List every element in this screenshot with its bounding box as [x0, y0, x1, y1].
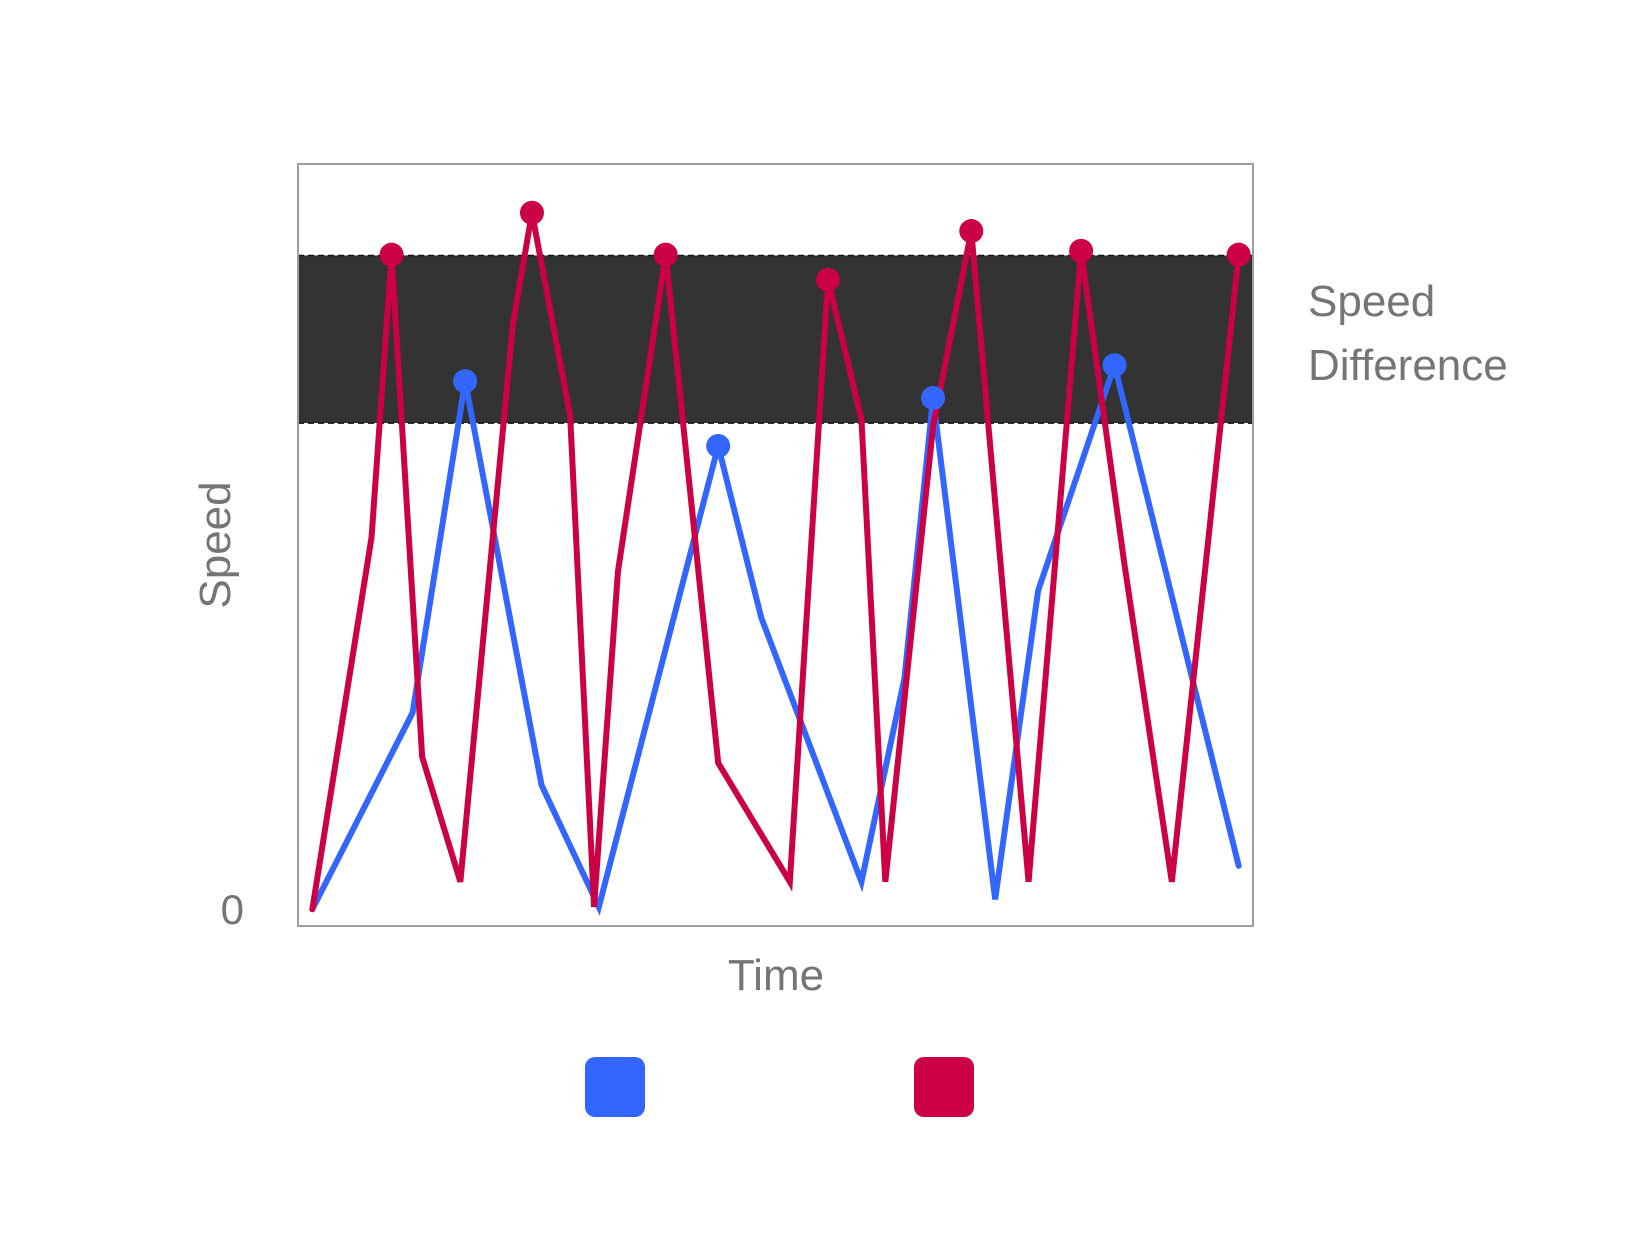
series-line-blue: [309, 354, 1242, 916]
speed-difference-band: [298, 255, 1253, 424]
series-red-peak-point-5: [959, 219, 984, 244]
legend-swatch-red: [914, 1057, 974, 1117]
y-tick-label-zero: 0: [221, 886, 244, 933]
series-red-peak-point-7: [1226, 242, 1251, 267]
series-blue-peak-point-4: [1102, 353, 1127, 378]
series-red-peak-point-1: [379, 242, 404, 267]
series-line-red: [309, 212, 1242, 913]
band-label-line2: Difference: [1308, 341, 1508, 390]
series-layer: [309, 200, 1251, 916]
series-red-peak-point-3: [653, 242, 678, 267]
series-blue-peak-point-2: [706, 433, 731, 458]
speed-difference-band-layer: [298, 254, 1253, 424]
band-label-line1: Speed: [1308, 277, 1435, 326]
series-red-peak-point-4: [816, 267, 841, 292]
series-red-peak-point-2: [519, 200, 544, 225]
legend-swatch-blue: [585, 1057, 645, 1117]
y-axis-label: Speed: [191, 481, 240, 608]
series-blue-peak-point-1: [453, 369, 478, 394]
series-blue-peak-point-3: [921, 385, 946, 410]
series-red-peak-point-6: [1069, 238, 1094, 263]
plot-frame: [297, 163, 1254, 927]
x-axis-label: Time: [728, 951, 824, 1000]
